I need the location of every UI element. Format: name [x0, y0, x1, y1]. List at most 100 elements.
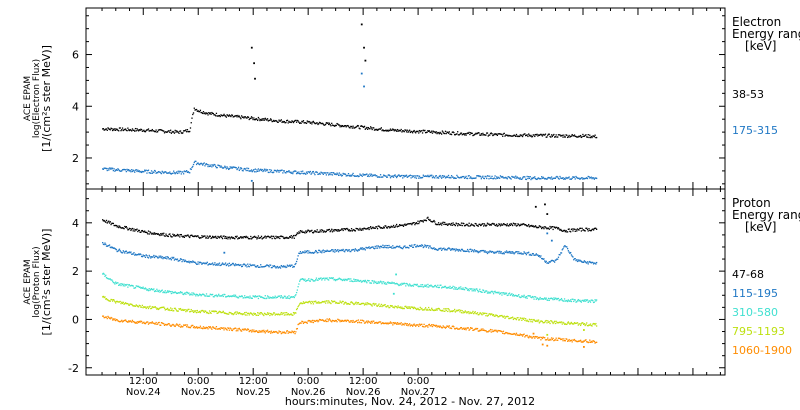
- data-point: [355, 126, 357, 128]
- data-point: [137, 254, 139, 256]
- data-point: [131, 128, 134, 130]
- data-point: [182, 259, 184, 261]
- data-point: [386, 227, 389, 229]
- data-point: [350, 249, 353, 251]
- data-point: [107, 167, 109, 170]
- data-point: [319, 277, 321, 280]
- data-point: [145, 288, 147, 290]
- data-point: [497, 292, 499, 294]
- data-point: [485, 315, 487, 317]
- data-point: [454, 134, 457, 136]
- data-point: [495, 291, 497, 294]
- data-point: [232, 295, 234, 297]
- data-point: [333, 249, 335, 251]
- data-point: [117, 320, 119, 322]
- data-point: [124, 128, 127, 130]
- data-point: [380, 303, 382, 306]
- data-point: [428, 247, 430, 249]
- data-point: [321, 301, 323, 303]
- data-point: [492, 314, 495, 316]
- data-point: [492, 252, 495, 254]
- data-point: [116, 226, 118, 228]
- data-point: [395, 322, 397, 325]
- data-point: [250, 116, 253, 118]
- data-point: [385, 244, 387, 247]
- data-point: [502, 135, 504, 137]
- data-point: [549, 176, 551, 179]
- data-point: [155, 233, 157, 235]
- data-point: [233, 294, 235, 296]
- data-point: [457, 328, 459, 330]
- data-spike: [583, 329, 585, 331]
- data-point: [154, 233, 157, 235]
- data-point: [370, 282, 373, 284]
- data-point: [167, 235, 169, 238]
- data-point: [283, 237, 286, 240]
- data-point: [470, 288, 472, 290]
- data-point: [116, 282, 118, 284]
- data-point: [108, 244, 110, 247]
- data-point: [486, 252, 489, 255]
- data-point: [358, 280, 360, 283]
- data-point: [228, 114, 231, 116]
- data-point: [586, 177, 589, 180]
- data-point: [403, 307, 405, 310]
- data-point: [411, 284, 414, 287]
- data-point: [229, 327, 231, 329]
- data-point: [577, 340, 579, 343]
- data-point: [423, 309, 425, 311]
- data-point: [531, 337, 534, 339]
- data-point: [395, 223, 398, 226]
- data-point: [356, 175, 358, 177]
- data-point: [595, 177, 598, 180]
- data-point: [195, 235, 197, 237]
- data-point: [280, 264, 282, 267]
- data-point: [386, 247, 388, 249]
- data-point: [346, 174, 348, 176]
- data-point: [129, 285, 131, 287]
- data-point: [134, 127, 137, 130]
- data-point: [429, 131, 431, 133]
- data-point: [583, 323, 586, 325]
- data-point: [197, 326, 199, 329]
- data-point: [359, 280, 361, 282]
- data-point: [547, 262, 550, 264]
- data-point: [340, 302, 343, 304]
- data-point: [463, 134, 466, 136]
- data-point: [402, 225, 405, 227]
- data-point: [473, 134, 475, 136]
- data-point: [573, 323, 575, 325]
- data-point: [531, 318, 533, 321]
- data-point: [191, 166, 193, 169]
- data-point: [508, 134, 510, 137]
- data-point: [119, 226, 121, 228]
- data-point: [151, 172, 153, 174]
- data-point: [501, 294, 503, 296]
- data-point: [155, 290, 157, 292]
- data-point: [270, 119, 273, 121]
- data-point: [425, 246, 428, 248]
- data-point: [159, 256, 161, 259]
- data-point: [541, 298, 544, 300]
- data-point: [386, 129, 389, 132]
- data-point: [435, 308, 437, 310]
- data-point: [180, 132, 182, 134]
- data-point: [267, 331, 269, 333]
- data-point: [534, 320, 537, 322]
- data-point: [392, 306, 394, 308]
- data-point: [264, 235, 266, 237]
- data-point: [214, 164, 216, 166]
- data-point: [273, 296, 276, 299]
- data-point: [594, 262, 596, 264]
- data-point: [229, 312, 231, 314]
- data-point: [416, 130, 418, 133]
- data-point: [173, 310, 175, 312]
- data-point: [105, 245, 108, 247]
- data-point: [482, 329, 485, 331]
- data-point: [118, 130, 120, 132]
- data-point: [217, 294, 219, 297]
- data-point: [233, 166, 235, 168]
- data-point: [480, 250, 482, 252]
- data-point: [467, 225, 470, 227]
- data-point: [169, 233, 171, 235]
